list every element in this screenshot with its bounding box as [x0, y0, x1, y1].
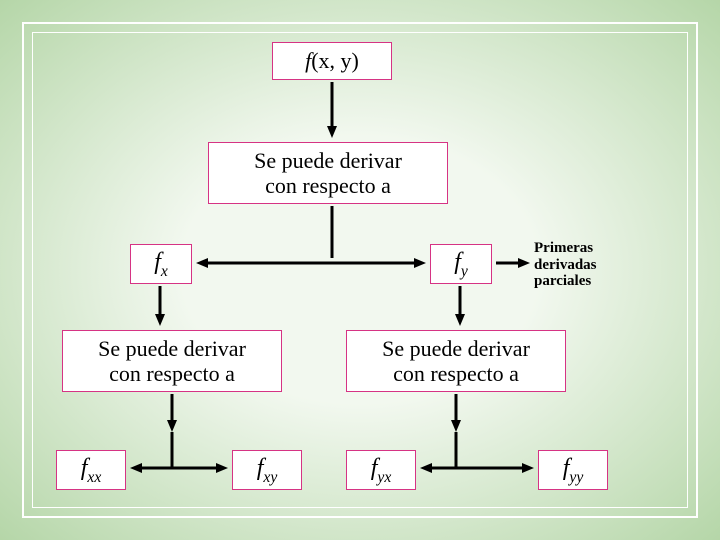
node-fyy: fyy [538, 450, 608, 490]
node-fyx: fyx [346, 450, 416, 490]
annotation-line1: Primeras [534, 240, 597, 257]
node-fxy: fxy [232, 450, 302, 490]
node-fx: fx [130, 244, 192, 284]
node-fxx: fxx [56, 450, 126, 490]
node-deriv-top: Se puede derivarcon respecto a [208, 142, 448, 204]
node-deriv-left: Se puede derivarcon respecto a [62, 330, 282, 392]
annotation-line3: parciales [534, 273, 597, 290]
annotation-primeras: Primeras derivadas parciales [534, 240, 597, 290]
node-fy: fy [430, 244, 492, 284]
annotation-line2: derivadas [534, 257, 597, 274]
diagram-stage: f(x, y) Se puede derivarcon respecto a f… [0, 0, 720, 540]
node-f-xy: f(x, y) [272, 42, 392, 80]
node-deriv-right: Se puede derivarcon respecto a [346, 330, 566, 392]
